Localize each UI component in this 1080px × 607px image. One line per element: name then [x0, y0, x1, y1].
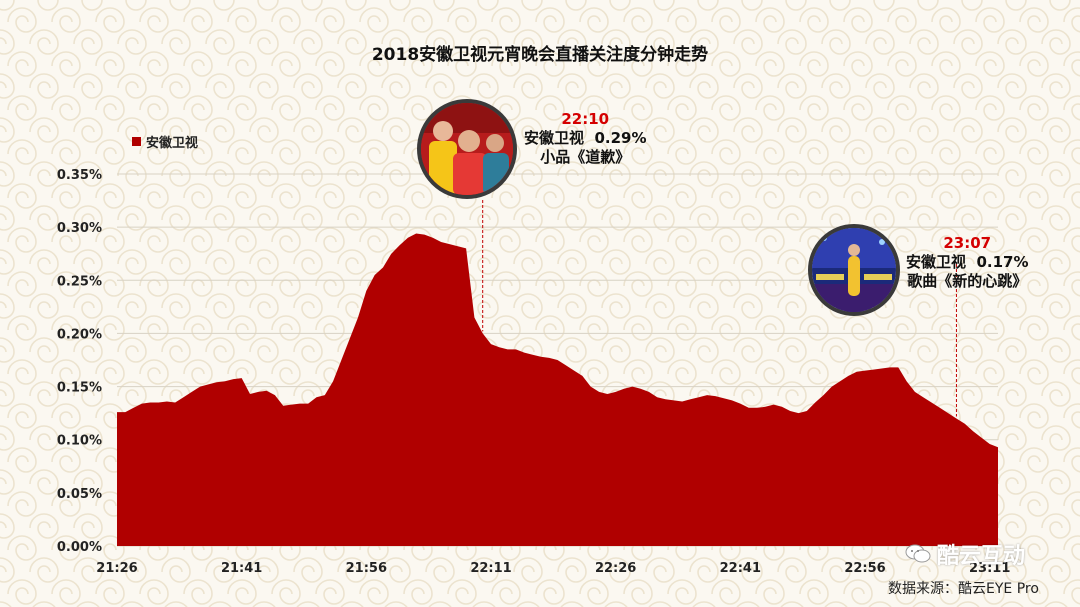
annotation-value: 安徽卫视 0.29%	[524, 128, 647, 147]
x-tick-label: 22:11	[470, 561, 511, 576]
x-tick-label: 21:41	[221, 561, 262, 576]
x-tick-label: 22:26	[595, 561, 636, 576]
series-area	[117, 233, 998, 546]
annotation-program: 小品《道歉》	[540, 147, 631, 166]
y-tick-label: 0.15%	[57, 381, 102, 396]
y-tick-label: 0.05%	[57, 487, 102, 502]
legend-swatch	[132, 137, 141, 146]
y-tick-label: 0.25%	[57, 274, 102, 289]
brand-logo-text: 酷云互动	[937, 544, 1026, 569]
brand-logo: 酷云互动	[905, 538, 1025, 570]
x-tick-label: 22:41	[720, 561, 761, 576]
annotation-time: 22:10	[561, 110, 610, 128]
program-photo-skit	[417, 99, 517, 199]
y-tick-label: 0.20%	[57, 327, 102, 342]
y-tick-label: 0.35%	[57, 168, 102, 183]
annotation-peak-2: 23:07 安徽卫视 0.17% 歌曲《新的心跳》	[906, 234, 1028, 290]
program-photo-song	[808, 224, 900, 316]
annotation-peak-1: 22:10 安徽卫视 0.29% 小品《道歉》	[524, 110, 646, 166]
y-tick-label: 0.10%	[57, 434, 102, 449]
data-source: 数据来源：酷云EYE Pro	[888, 581, 1039, 597]
wechat-icon	[905, 544, 931, 564]
legend: 安徽卫视	[132, 132, 198, 151]
x-tick-label: 23:11	[969, 561, 1010, 576]
annotation-value: 安徽卫视 0.17%	[906, 252, 1029, 271]
annotation-program: 歌曲《新的心跳》	[907, 271, 1028, 290]
x-tick-label: 21:26	[96, 561, 137, 576]
x-tick-label: 22:56	[844, 561, 885, 576]
y-tick-label: 0.00%	[57, 540, 102, 555]
y-tick-label: 0.30%	[57, 221, 102, 236]
chart-title: 2018安徽卫视元宵晚会直播关注度分钟走势	[371, 45, 709, 65]
legend-label: 安徽卫视	[146, 136, 199, 151]
x-tick-label: 21:56	[346, 561, 387, 576]
annotation-time: 23:07	[943, 234, 992, 252]
